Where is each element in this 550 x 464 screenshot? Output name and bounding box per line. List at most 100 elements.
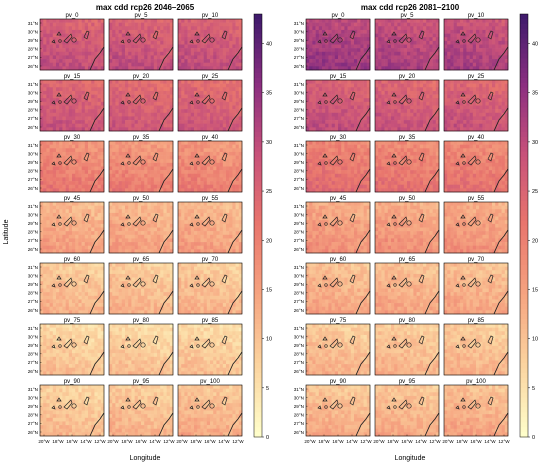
island [58,405,62,409]
y-tick-label: 26°N [28,186,38,191]
island [475,220,481,226]
y-tick-label: 31°N [294,143,304,148]
coastline [227,290,243,315]
map-panel-pv-25: pv_25 [443,74,509,132]
island [51,161,56,166]
island [487,213,494,223]
panel-frame [39,201,105,254]
map-panel-pv-60: pv_60 31°N 30°N 29°N 28°N 27°N 26°N [28,257,105,315]
island [386,283,391,288]
island [125,397,131,402]
panel-frame [374,140,440,193]
map-panel-pv-30: pv_30 31°N 30°N 29°N 28°N 27°N 26°N [294,135,371,193]
island [406,37,412,43]
island [322,275,328,280]
island [460,31,466,36]
coastline [355,290,371,315]
island [317,344,322,349]
panel-frame [305,79,371,132]
island [51,405,56,410]
y-tick-label: 28°N [294,230,304,235]
island [71,220,77,226]
island [125,336,131,341]
island [324,283,328,287]
coastline [424,229,440,254]
panel-label: pv_20 [133,74,150,80]
island [487,274,494,284]
island [393,344,397,348]
island [152,335,159,345]
island [221,91,228,101]
island [455,222,460,227]
island [391,153,397,158]
panel-label: pv_55 [202,196,219,202]
y-tick-label: 26°N [294,125,304,130]
island [132,338,142,349]
y-tick-label: 26°N [28,64,38,69]
panel-label: pv_25 [202,74,219,80]
island [194,153,200,158]
map-panel-pv-95: pv_95 20°W 18°W 16°W 14°W 12°W [373,379,441,444]
panel-frame [443,201,509,254]
island [386,344,391,349]
island [196,405,200,409]
island [152,274,159,284]
panel-label: pv_95 [133,379,150,385]
island [209,98,215,104]
island [322,153,328,158]
x-tick-label: 12°W [360,439,372,444]
panel-label: pv_25 [468,74,485,80]
colorbar-tick-label: 5 [532,386,535,392]
island [56,92,62,97]
island [460,214,466,219]
colorbar-tick-label: 40 [532,42,538,48]
island [127,344,131,348]
island [322,397,328,402]
island [125,92,131,97]
coastline [355,412,371,437]
island [63,33,73,44]
island [475,281,481,287]
island [467,399,477,410]
y-tick-label: 28°N [28,413,38,418]
island [324,405,328,409]
colorbar-tick-label: 25 [266,189,272,195]
panel-frame [177,18,243,71]
island [386,100,391,105]
coastline [158,290,174,315]
y-tick-label: 30°N [294,90,304,95]
x-tick-label: 12°W [232,439,244,444]
island [460,153,466,158]
island [391,275,397,280]
panel-label: pv_100 [466,379,486,385]
ylabel-left: Latitude [3,219,10,244]
island [209,220,215,226]
island [337,281,343,287]
island [140,159,146,165]
coastline [158,229,174,254]
xlabel-left: Longitude [130,455,161,462]
panel-label: pv_50 [399,196,416,202]
coastline [355,168,371,193]
panel-label: pv_60 [330,257,347,263]
panel-frame [108,140,174,193]
panel-frame [443,262,509,315]
island [58,222,62,226]
map-panel-pv-45: pv_45 31°N 30°N 29°N 28°N 27°N 26°N [28,196,105,254]
panel-frame [374,262,440,315]
island [322,336,328,341]
island [349,396,356,406]
panel-frame [374,201,440,254]
x-tick-label: 16°W [332,439,344,444]
y-tick-label: 27°N [28,421,38,426]
panel-label: pv_65 [399,257,416,263]
y-tick-label: 27°N [28,177,38,182]
island [127,283,131,287]
island [329,399,339,410]
y-tick-label: 29°N [28,343,38,348]
island [189,222,194,227]
panel-frame [108,262,174,315]
y-tick-label: 28°N [294,169,304,174]
x-tick-label: 14°W [149,439,161,444]
map-panel-pv-95: pv_95 20°W 18°W 16°W 14°W 12°W [107,379,175,444]
